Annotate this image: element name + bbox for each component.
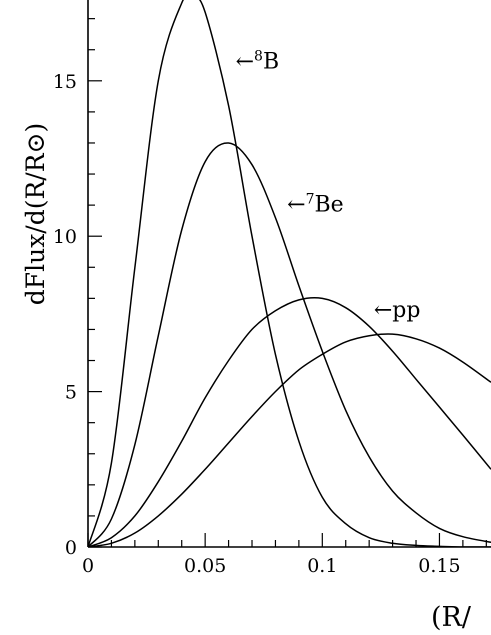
annotation-pp: ←pp — [374, 298, 421, 323]
y-tick-label: 10 — [53, 226, 77, 248]
annotation-8b: ←8B — [236, 48, 280, 74]
series-line-pp — [88, 296, 491, 547]
x-tick-label: 0.15 — [418, 555, 460, 577]
series-line-7be — [88, 142, 491, 547]
series-line-8b — [88, 0, 491, 547]
chart-axes — [87, 0, 491, 548]
x-tick-label: 0 — [82, 555, 94, 577]
series-annotations: ←8B ←7Be ←pp — [236, 48, 421, 323]
tick-marks — [87, 18, 487, 548]
annotation-7be: ←7Be — [287, 191, 344, 217]
y-tick-label: 5 — [65, 382, 77, 404]
y-axis-label: dFlux/d(R/R⊙) — [21, 123, 50, 306]
series-line-hep — [88, 333, 491, 547]
x-tick-label: 0.1 — [307, 555, 337, 577]
chart-series — [88, 0, 491, 547]
y-tick-label: 15 — [53, 71, 77, 93]
x-tick-label: 0.05 — [184, 555, 226, 577]
x-axis-label: (R/ — [431, 602, 472, 633]
y-tick-label: 0 — [65, 537, 77, 559]
tick-labels: 0 5 10 15 0 0.05 0.1 0.15 — [53, 71, 461, 577]
